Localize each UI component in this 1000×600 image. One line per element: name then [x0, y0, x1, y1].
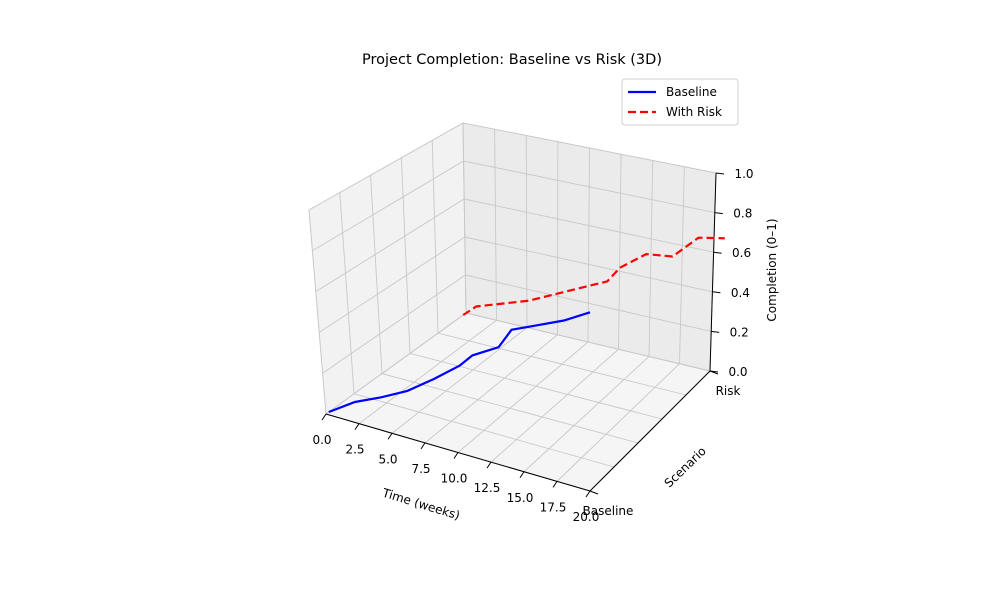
z-tick-label: 0.0	[728, 365, 747, 379]
x-tick-mark	[453, 452, 459, 459]
z-axis-line	[709, 172, 717, 372]
z-tick-label: 0.2	[730, 325, 749, 339]
x-tick-mark	[420, 442, 426, 450]
series-line-baseline	[328, 311, 591, 414]
x-tick-label: 17.5	[540, 500, 567, 514]
z-grid-line	[318, 236, 713, 333]
z-tick-label: 0.4	[731, 286, 750, 300]
series-line-risk	[462, 236, 725, 316]
x-tick-label: 5.0	[378, 452, 397, 466]
z-tick-mark	[711, 330, 720, 333]
z-grid-line	[315, 198, 714, 292]
y-tick-label: Baseline	[583, 504, 634, 518]
z-grid-line	[322, 274, 712, 374]
z-tick-mark	[712, 291, 721, 294]
x-tick-label: 0.0	[312, 433, 331, 447]
x-tick-mark	[552, 481, 558, 488]
x-tick-label: 7.5	[411, 462, 430, 476]
z-tick-mark	[709, 370, 719, 373]
legend-label: With Risk	[666, 105, 722, 119]
y-tick-mark	[589, 490, 599, 495]
x-tick-mark	[585, 490, 591, 498]
x-tick-mark	[486, 461, 492, 469]
x-tick-label: 2.5	[345, 443, 364, 457]
x-tick-label: 10.0	[441, 472, 468, 486]
z-grid-line	[308, 122, 717, 211]
legend-box	[621, 78, 739, 126]
y-axis-label: Scenario	[662, 444, 709, 490]
z-tick-label: 0.8	[733, 207, 752, 221]
x-tick-label: 20.0	[573, 510, 600, 524]
x-tick-mark	[519, 471, 525, 479]
z-tick-mark	[713, 251, 722, 254]
z-tick-mark	[715, 172, 725, 175]
z-tick-label: 1.0	[734, 167, 753, 181]
z-grid-line	[312, 160, 715, 252]
x-tick-mark	[354, 423, 360, 430]
z-tick-label: 0.6	[732, 246, 751, 260]
x-tick-label: 15.0	[507, 491, 534, 505]
x-tick-mark	[321, 413, 327, 421]
series-lines	[328, 236, 725, 414]
chart-title: Project Completion: Baseline vs Risk (3D…	[362, 52, 662, 68]
z-axis-label: Completion (0–1)	[765, 218, 779, 321]
y-axis-line	[589, 370, 711, 492]
x-tick-mark	[387, 432, 393, 440]
x-axis-label: Time (weeks)	[380, 485, 462, 522]
x-tick-label: 12.5	[474, 481, 501, 495]
y-tick-label: Risk	[716, 384, 741, 398]
legend-label: Baseline	[666, 85, 717, 99]
z-tick-mark	[714, 212, 723, 215]
axis-panes	[308, 122, 717, 492]
legend: Baseline With Risk	[621, 78, 739, 126]
